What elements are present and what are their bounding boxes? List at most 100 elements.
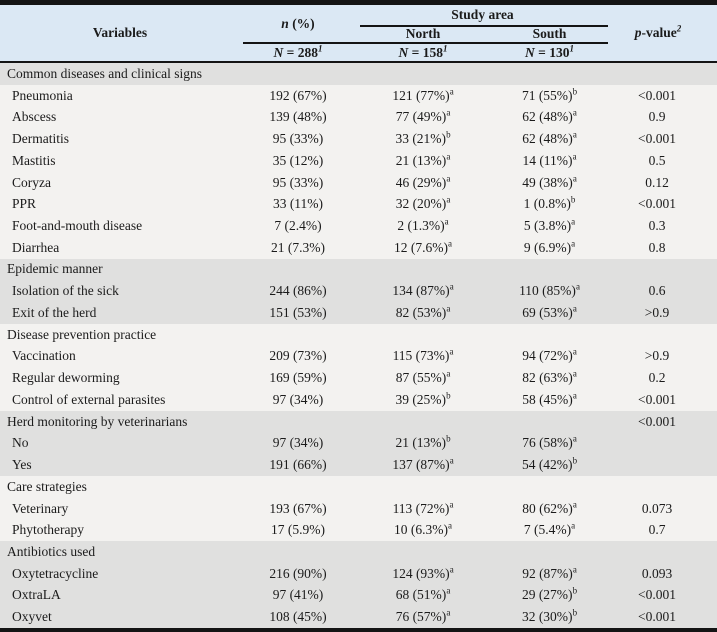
table-row: Yes 191 (66%) 137 (87%)a 54 (42%)b	[0, 454, 717, 476]
cell-south-superscript: a	[571, 216, 576, 227]
cell-south-value: 7 (5.4%)	[523, 522, 572, 538]
cell-p-value: 0.2	[648, 370, 666, 386]
row-label: Diarrhea	[12, 239, 60, 255]
table-row: Oxyvet 108 (45%) 76 (57%)a 32 (30%)b <0.…	[0, 606, 717, 629]
cell-north-superscript: a	[448, 520, 452, 531]
cell-p-value: 0.9	[648, 109, 666, 125]
cell-n-total: 17 (5.9%)	[240, 522, 356, 538]
cell-north: 115 (73%)a	[356, 347, 490, 364]
n-total-footnote-mark: 1	[317, 43, 323, 53]
cell-south-superscript: a	[571, 238, 576, 249]
cell-n-total: 97 (34%)	[240, 435, 356, 451]
n-south-rest: = 130	[534, 44, 570, 60]
cell-south: 9 (6.9%)a	[490, 238, 609, 256]
cell-n-total: 97 (41%)	[240, 587, 356, 603]
cell-north-value: 21 (13%)	[395, 152, 447, 168]
study-area-underline	[360, 24, 608, 27]
cell-n-total: 108 (45%)	[240, 609, 356, 625]
cell-north: 32 (20%)a	[356, 195, 490, 212]
cell-north-value: 46 (29%)	[395, 174, 447, 190]
cell-north-value: 113 (72%)	[392, 500, 450, 516]
cell-north: 113 (72%)a	[356, 500, 490, 517]
cell-south-superscript: a	[572, 107, 577, 118]
cell-north-value: 121 (77%)	[392, 87, 450, 103]
north-label: North	[405, 26, 441, 41]
subheader-underline	[243, 41, 608, 44]
cell-north-value: 33 (21%)	[395, 131, 447, 147]
section-header-row: Herd monitoring by veterinarians <0.001	[0, 410, 717, 433]
cell-south-superscript: a	[572, 129, 577, 140]
cell-n-total: 209 (73%)	[240, 348, 356, 364]
cell-n-value: 35 (12%)	[272, 152, 324, 168]
table-row: Mastitis 35 (12%) 21 (13%)a 14 (11%)a 0.…	[0, 149, 717, 172]
cell-n-total: 169 (59%)	[240, 370, 356, 386]
cell-south: 1 (0.8%)b	[490, 195, 609, 212]
cell-north-value: 10 (6.3%)	[394, 522, 448, 538]
cell-north-superscript: b	[446, 390, 451, 401]
table-row: Foot-and-mouth disease 7 (2.4%) 2 (1.3%)…	[0, 215, 717, 237]
cell-n-total: 139 (48%)	[240, 109, 356, 125]
cell-south: 94 (72%)a	[490, 347, 609, 364]
cell-south: 80 (62%)a	[490, 500, 609, 517]
cell-n-value: 95 (33%)	[272, 174, 324, 190]
cell-south: 32 (30%)b	[490, 608, 609, 625]
cell-north: 12 (7.6%)a	[356, 239, 490, 256]
cell-south-value: 5 (3.8%)	[523, 218, 572, 233]
row-label: Mastitis	[12, 152, 56, 168]
cell-north-superscript: b	[446, 433, 451, 444]
cell-north: 2 (1.3%)a	[356, 217, 490, 234]
cell-n-value: 95 (33%)	[272, 131, 324, 147]
cell-south-superscript: a	[572, 368, 577, 379]
cell-n-value: 244 (86%)	[269, 283, 327, 299]
cell-n-value: 97 (34%)	[272, 391, 324, 407]
cell-south: 62 (48%)a	[490, 107, 609, 125]
cell-north-superscript: b	[446, 129, 451, 140]
cell-n-total: 95 (33%)	[240, 131, 356, 147]
cell-n-total: 97 (34%)	[240, 392, 356, 408]
cell-north: 137 (87%)a	[356, 456, 490, 473]
cell-south-superscript: a	[572, 151, 577, 162]
cell-south: 54 (42%)b	[490, 456, 609, 473]
cell-south-value: 54 (42%)	[521, 457, 573, 473]
n-south-italic: N	[525, 44, 535, 60]
n-north-italic: N	[398, 44, 409, 60]
n-north-rest: = 158	[408, 44, 443, 60]
table-row: Abscess 139 (48%) 77 (49%)a 62 (48%)a 0.…	[0, 106, 717, 129]
n-total-italic: N	[273, 44, 284, 60]
table-header: Variables n (%) Study area North South N…	[0, 5, 717, 61]
cell-south-value: 82 (63%)	[522, 370, 573, 386]
cell-n-value: 21 (7.3%)	[271, 239, 325, 255]
row-label: PPR	[12, 196, 37, 212]
row-label: Abscess	[12, 109, 57, 125]
cell-n-value: 17 (5.9%)	[271, 522, 325, 538]
cell-p-value: >0.9	[644, 304, 670, 320]
cell-north: 124 (93%)a	[356, 565, 490, 582]
cell-south: 7 (5.4%)a	[490, 521, 609, 538]
row-label: Yes	[12, 457, 32, 473]
cell-south: 110 (85%)a	[490, 282, 609, 299]
cell-p-value: <0.001	[638, 131, 676, 147]
cell-north-value: 115 (73%)	[392, 348, 450, 364]
cell-south-value: 49 (38%)	[522, 174, 573, 190]
table-row: Dermatitis 95 (33%) 33 (21%)b 62 (48%)a …	[0, 128, 717, 150]
cell-n-value: 139 (48%)	[269, 109, 327, 125]
section-header-row: Epidemic manner	[0, 258, 717, 281]
cell-north: 21 (13%)a	[356, 152, 490, 169]
cell-south: 49 (38%)a	[490, 174, 609, 191]
cell-south-value: 94 (72%)	[522, 348, 573, 364]
cell-n-value: 216 (90%)	[269, 565, 327, 581]
cell-south-value: 58 (45%)	[522, 391, 573, 407]
cell-south-superscript: b	[572, 86, 578, 97]
cell-north-value: 68 (51%)	[395, 587, 447, 603]
cell-p-value: 0.7	[648, 522, 666, 538]
row-label: Coryza	[12, 174, 51, 190]
cell-south: 71 (55%)b	[490, 86, 609, 104]
cell-north-value: 76 (57%)	[395, 609, 447, 625]
row-label: OxtraLA	[12, 587, 61, 603]
cell-north-superscript: a	[446, 607, 451, 618]
cell-n-total: 151 (53%)	[240, 305, 356, 321]
table-row: Coryza 95 (33%) 46 (29%)a 49 (38%)a 0.12	[0, 171, 717, 194]
table-row: Control of external parasites 97 (34%) 3…	[0, 389, 717, 411]
cell-north: 39 (25%)b	[356, 390, 490, 408]
cell-south: 76 (58%)a	[490, 434, 609, 451]
